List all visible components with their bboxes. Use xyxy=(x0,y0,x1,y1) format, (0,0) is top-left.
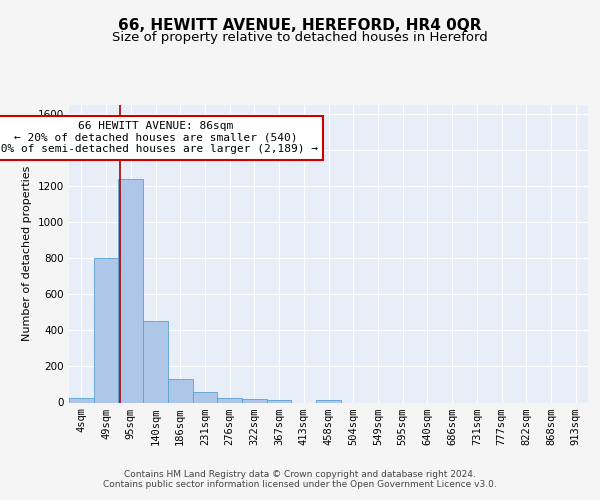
Bar xyxy=(217,398,242,402)
Text: Size of property relative to detached houses in Hereford: Size of property relative to detached ho… xyxy=(112,31,488,44)
Bar xyxy=(267,400,292,402)
Text: 66 HEWITT AVENUE: 86sqm
← 20% of detached houses are smaller (540)
80% of semi-d: 66 HEWITT AVENUE: 86sqm ← 20% of detache… xyxy=(0,121,317,154)
Y-axis label: Number of detached properties: Number of detached properties xyxy=(22,166,32,342)
Text: Contains HM Land Registry data © Crown copyright and database right 2024.
Contai: Contains HM Land Registry data © Crown c… xyxy=(103,470,497,489)
Bar xyxy=(193,392,217,402)
Bar xyxy=(69,398,94,402)
Bar xyxy=(118,179,143,402)
Bar xyxy=(94,258,118,402)
Bar xyxy=(168,379,193,402)
Bar xyxy=(143,322,168,402)
Bar xyxy=(242,399,267,402)
Bar xyxy=(316,400,341,402)
Text: 66, HEWITT AVENUE, HEREFORD, HR4 0QR: 66, HEWITT AVENUE, HEREFORD, HR4 0QR xyxy=(118,18,482,32)
